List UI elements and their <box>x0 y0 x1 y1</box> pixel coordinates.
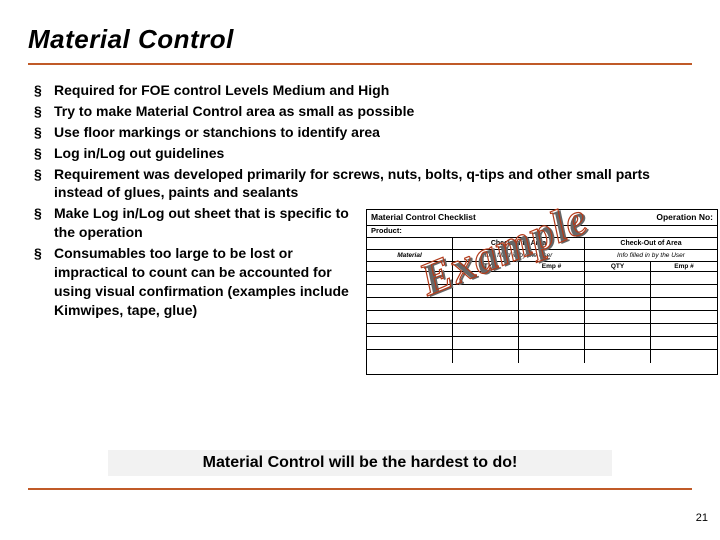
callout-text: Material Control will be the hardest to … <box>203 454 518 472</box>
table-row <box>367 298 717 311</box>
sp-emp2: Emp # <box>651 262 717 271</box>
bullet-item: Required for FOE control Levels Medium a… <box>54 81 668 100</box>
checklist-title: Material Control Checklist <box>371 212 603 222</box>
col-checkout: Check-Out of Area <box>585 238 717 249</box>
table-row <box>367 272 717 285</box>
checklist-split-headers: QTY Emp # QTY Emp # <box>367 262 717 272</box>
table-row <box>367 337 717 350</box>
sub-note-out: Info filled in by the User <box>585 250 717 261</box>
operation-no-label: Operation No: <box>603 212 713 222</box>
checklist-form: Material Control Checklist Operation No:… <box>366 209 718 375</box>
table-row <box>367 285 717 298</box>
product-label: Product: <box>367 226 717 237</box>
bullet-item: Log in/Log out guidelines <box>54 144 668 163</box>
sub-note-in: Info filled in by the User <box>453 250 585 261</box>
footer-rule <box>28 488 692 490</box>
checklist-header: Material Control Checklist Operation No: <box>367 210 717 226</box>
checklist-sub-headers: Material Info filled in by the User Info… <box>367 250 717 262</box>
callout-box: Material Control will be the hardest to … <box>108 450 612 476</box>
checklist-col-headers: Check-in to Area Check-Out of Area <box>367 237 717 250</box>
bullet-item: Requirement was developed primarily for … <box>54 165 668 203</box>
page-number: 21 <box>696 512 708 524</box>
sub-material: Material <box>367 250 453 261</box>
sp-qty: QTY <box>453 262 519 271</box>
bullet-item: Make Log in/Log out sheet that is specif… <box>54 204 354 242</box>
table-row <box>367 311 717 324</box>
sp-blank <box>367 262 453 271</box>
sp-qty2: QTY <box>585 262 651 271</box>
content-area: Required for FOE control Levels Medium a… <box>28 81 692 320</box>
slide-title: Material Control <box>28 24 692 55</box>
col-checkin: Check-in to Area <box>453 238 585 249</box>
col-blank <box>367 238 453 249</box>
title-rule <box>28 63 692 65</box>
bullet-item: Try to make Material Control area as sma… <box>54 102 668 121</box>
slide: Material Control Required for FOE contro… <box>0 0 720 540</box>
table-row <box>367 350 717 363</box>
bullet-item: Consumables too large to be lost or impr… <box>54 244 354 320</box>
table-row <box>367 324 717 337</box>
sp-emp: Emp # <box>519 262 585 271</box>
bullet-item: Use floor markings or stanchions to iden… <box>54 123 668 142</box>
